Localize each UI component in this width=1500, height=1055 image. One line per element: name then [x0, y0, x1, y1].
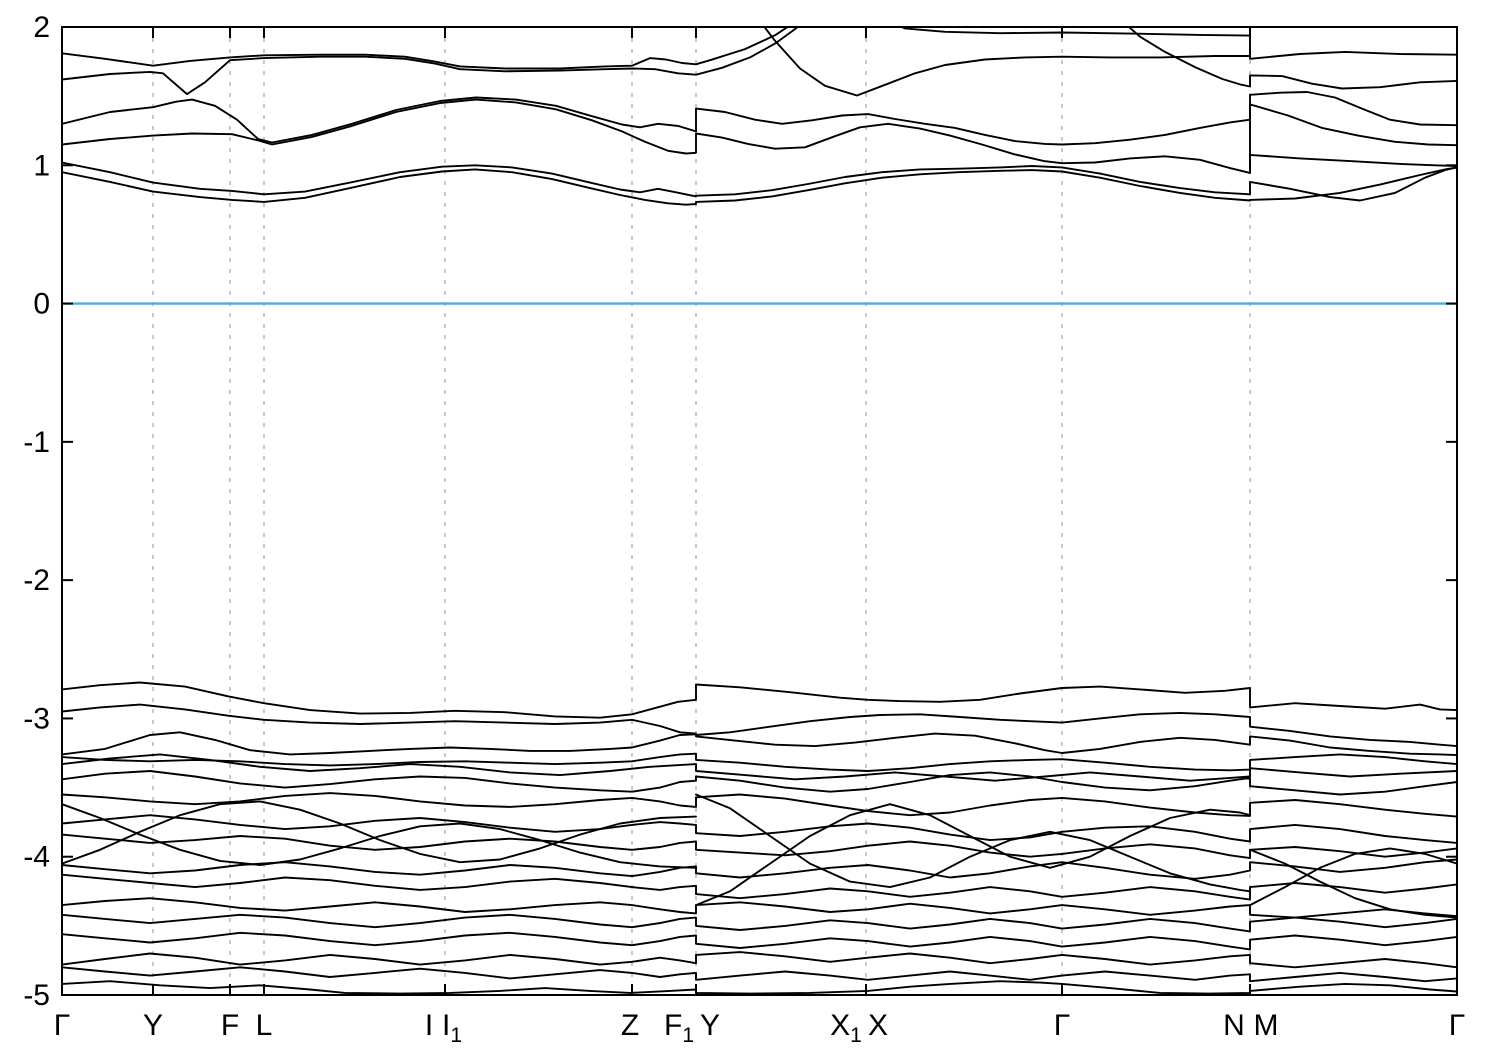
band-line: [62, 803, 697, 869]
y-axis-tick-label: 0: [33, 288, 50, 321]
k-point-label: I: [425, 1009, 433, 1042]
band-line: [62, 753, 1457, 782]
band-line: [62, 913, 1457, 933]
k-point-label: M: [1254, 1009, 1279, 1042]
band-line: [62, 858, 1457, 880]
band-line: [62, 703, 1457, 748]
y-axis-tick-label: -1: [23, 426, 50, 459]
band-line: [62, 27, 799, 96]
band-line: [62, 800, 697, 865]
y-axis-tick-label: -2: [23, 564, 50, 597]
k-point-label: Γ: [1054, 1009, 1071, 1042]
k-point-label: F: [221, 1009, 239, 1042]
band-line: [62, 951, 1457, 969]
k-point-label: Y: [700, 1009, 720, 1042]
k-point-label: Γ: [54, 1009, 71, 1042]
band-line: [695, 793, 1251, 893]
band-line: [1249, 847, 1457, 907]
band-line: [763, 27, 1457, 97]
band-line: [62, 731, 1457, 757]
band-line: [62, 91, 1457, 146]
y-axis-tick-label: 2: [33, 11, 50, 44]
band-line: [62, 873, 1457, 901]
band-line: [62, 98, 1457, 174]
band-line: [62, 931, 1457, 951]
plot-border: [61, 26, 1458, 996]
k-point-label: Y: [143, 1009, 163, 1042]
band-line: [62, 681, 1457, 719]
y-axis-tick-label: 1: [33, 149, 50, 182]
k-point-label: L: [256, 1009, 273, 1042]
band-line: [62, 161, 1457, 202]
band-line: [1249, 848, 1457, 919]
k-point-label: X: [868, 1009, 888, 1042]
band-line: [62, 966, 1457, 983]
band-line: [62, 814, 1457, 844]
band-line: [62, 792, 1457, 818]
y-axis-tick-label: -5: [23, 979, 50, 1012]
y-axis-tick-label: -4: [23, 841, 50, 874]
band-line: [1249, 153, 1457, 174]
band-line: [1127, 27, 1457, 90]
band-line: [62, 770, 1457, 796]
y-axis-tick-label: -3: [23, 702, 50, 735]
bands-group: [62, 27, 1457, 995]
band-line: [62, 897, 1457, 919]
band-line: [62, 27, 790, 70]
band-line: [62, 752, 1457, 772]
k-point-label: Γ: [1449, 1009, 1466, 1042]
k-point-label: N: [1223, 1009, 1245, 1042]
band-line: [62, 166, 1457, 206]
k-point-label: Z: [621, 1009, 639, 1042]
band-line: [62, 833, 1457, 860]
